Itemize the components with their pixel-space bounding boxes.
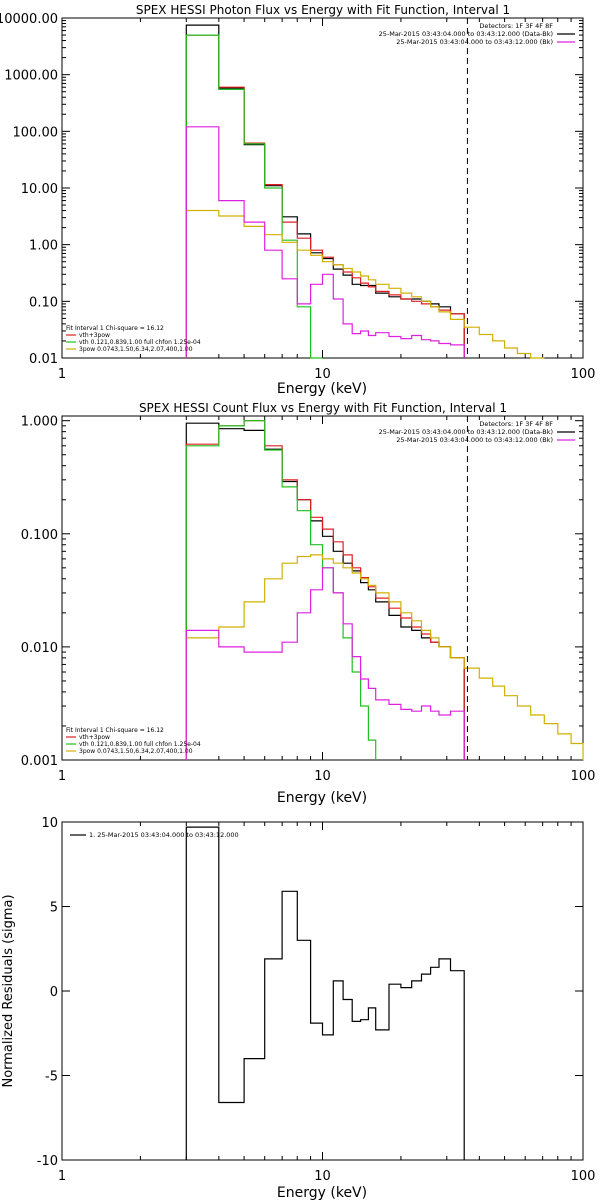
x-tick-label: 100	[571, 769, 596, 784]
y-tick-label: 0.001	[21, 754, 58, 769]
series-group	[185, 826, 465, 1160]
legend-entry-text: vth+3pow	[79, 734, 110, 741]
y-tick-label: 10	[41, 816, 58, 831]
y-tick-label: 10000.00	[0, 12, 58, 27]
legend-entry-text: 25-Mar-2015 03:43:04.000 to 03:43:12.000…	[396, 38, 553, 46]
legend-bottom-left: Fit Interval 1 Chi-square = 16.12vth+3po…	[66, 727, 201, 755]
x-tick-label: 1	[58, 367, 66, 382]
legend-entry-text: 3pow 0.0743,1.50,6.34,2.07,400,1.00	[79, 748, 193, 755]
series-line-1	[185, 420, 465, 760]
x-tick-label: 100	[571, 1169, 596, 1184]
plot-frame	[61, 17, 584, 359]
count-flux-panel: SPEX HESSI Count Flux vs Energy with Fit…	[21, 401, 596, 806]
legend-entry-text: Fit Interval 1 Chi-square = 16.12	[66, 325, 164, 332]
legend-entry-text: 25-Mar-2015 03:43:04.000 to 03:43:12.000…	[396, 436, 553, 444]
series-line-2	[185, 34, 323, 359]
residuals-panel: 10 5 0 -5 -10 1 10 100 1. 25-Mar-2015 03:43:04…	[1, 816, 595, 1200]
y-axis: 10000.00 1000.00 100.00 10.00 1.00 0.10 0.01	[0, 12, 583, 367]
photon-flux-panel: SPEX HESSI Photon Flux vs Energy with Fi…	[0, 3, 595, 397]
y-tick-label: 1.000	[21, 415, 58, 430]
y-tick-label: 0.100	[21, 528, 58, 543]
legend-entry-text: 25-Mar-2015 03:43:04.000 to 03:43:12.000…	[379, 428, 553, 436]
series-line-3	[185, 554, 584, 760]
y-tick-label: 0.010	[21, 641, 58, 656]
panel-title: SPEX HESSI Photon Flux vs Energy with Fi…	[136, 3, 510, 17]
series-group	[185, 24, 545, 359]
x-axis: 1 10 100	[58, 822, 596, 1184]
x-tick-label: 10	[314, 367, 331, 382]
legend-entry-text: Detectors: 1F 3F 4F 8F	[479, 22, 553, 30]
x-tick-label: 1	[58, 769, 66, 784]
legend-entry-text: 25-Mar-2015 03:43:04.000 to 03:43:12.000…	[379, 30, 553, 38]
series-line-0	[185, 422, 465, 760]
legend-entry-text: 1. 25-Mar-2015 03:43:04.000 to 03:43:12.…	[89, 831, 239, 839]
legend-entry-text: vth 0.121,0.839,1.00 full chfon 1.25e-04	[79, 741, 201, 748]
y-axis: 10 5 0 -5 -10	[37, 816, 583, 1169]
series-line-4	[185, 126, 465, 358]
series-line-1	[185, 34, 465, 358]
x-tick-label: 10	[314, 1169, 331, 1184]
series-group	[185, 420, 584, 760]
x-tick-label: 10	[314, 769, 331, 784]
y-tick-label: -5	[45, 1070, 58, 1085]
y-tick-label: 1.00	[29, 239, 58, 254]
legend-entry-text: 3pow 0.0743,1.50,6.34,2.07,400,1.00	[79, 346, 193, 353]
x-axis-label: Energy (keV)	[277, 1185, 367, 1200]
y-tick-label: 1000.00	[4, 69, 58, 84]
legend-entry-text: vth+3pow	[79, 332, 110, 339]
series-line-2	[185, 420, 377, 760]
series-line-0	[185, 24, 465, 358]
x-axis-label: Energy (keV)	[277, 790, 367, 806]
y-tick-label: 100.00	[13, 125, 59, 140]
y-tick-label: 0	[50, 985, 58, 1000]
legend-entry-text: vth 0.121,0.839,1.00 full chfon 1.25e-04	[79, 339, 201, 346]
panel-title: SPEX HESSI Count Flux vs Energy with Fit…	[139, 401, 507, 415]
legend-top-left: 1. 25-Mar-2015 03:43:04.000 to 03:43:12.…	[70, 831, 239, 839]
x-tick-label: 100	[571, 367, 596, 382]
legend-entry-text: Detectors: 1F 3F 4F 8F	[479, 420, 553, 428]
y-axis-label: Normalized Residuals (sigma)	[1, 894, 16, 1087]
legend-bottom-left: Fit Interval 1 Chi-square = 16.12vth+3po…	[66, 325, 201, 353]
plot-frame	[61, 821, 584, 1161]
y-tick-label: 5	[50, 901, 58, 916]
y-tick-label: -10	[37, 1154, 58, 1169]
series-line-0	[185, 826, 465, 1160]
x-axis-label: Energy (keV)	[277, 381, 367, 397]
series-line-3	[185, 209, 545, 359]
y-tick-label: 0.10	[29, 295, 58, 310]
y-axis: 1.000 0.100 0.010 0.001	[21, 415, 583, 769]
x-tick-label: 1	[58, 1169, 66, 1184]
y-tick-label: 10.00	[21, 182, 58, 197]
y-tick-label: 0.01	[29, 352, 58, 367]
x-axis: 1 10 100	[58, 18, 596, 382]
series-line-4	[185, 567, 465, 760]
legend-entry-text: Fit Interval 1 Chi-square = 16.12	[66, 727, 164, 734]
